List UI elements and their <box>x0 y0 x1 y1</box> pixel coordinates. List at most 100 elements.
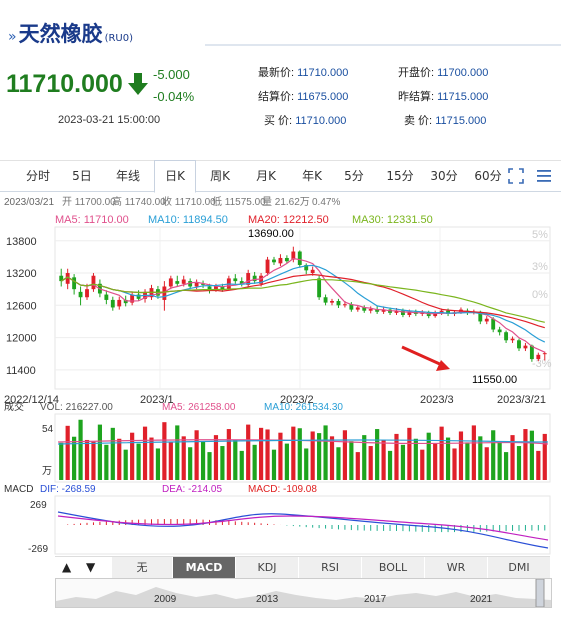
instrument-code: (RU0) <box>104 33 134 44</box>
volume-bar <box>213 435 219 480</box>
indicator-boll[interactable]: BOLL <box>361 557 424 579</box>
candle-body <box>194 282 199 287</box>
candle-body <box>536 354 541 360</box>
candle-body <box>188 281 193 287</box>
overview-year: 2009 <box>154 594 177 605</box>
tab-yearly-k[interactable]: 年K <box>302 169 322 183</box>
history-overview-slider[interactable]: 2009 2013 2017 2021 <box>55 578 552 608</box>
volume-bar <box>452 448 457 480</box>
field-bid: 买 价: 11710.000 <box>264 115 347 127</box>
pct-tick-label: 5% <box>532 229 548 241</box>
candle-body <box>181 279 186 284</box>
tab-daily-k[interactable]: 日K <box>154 160 196 193</box>
volume-bar <box>465 442 470 480</box>
candle-body <box>433 313 438 317</box>
tab-monthly-k[interactable]: 月K <box>256 169 276 183</box>
volume-bar <box>375 429 380 480</box>
tab-60min[interactable]: 60分 <box>474 169 502 183</box>
volume-bar <box>97 424 103 480</box>
tab-weekly-k[interactable]: 周K <box>210 169 230 183</box>
candle-body <box>239 281 244 284</box>
candle-body <box>401 310 405 315</box>
volume-bars <box>59 419 547 480</box>
tab-timeshare[interactable]: 分时 <box>25 169 50 183</box>
volume-bar <box>117 438 122 480</box>
indicator-wr[interactable]: WR <box>424 557 487 579</box>
pct-tick-label: -3% <box>532 358 552 370</box>
instrument-title: » 天然橡胶 (RU0) <box>8 18 133 48</box>
candle-body <box>394 310 399 313</box>
volume-bar <box>291 426 296 480</box>
volume-plot-frame <box>54 413 551 483</box>
volume-bar <box>420 449 425 480</box>
tab-30min[interactable]: 30分 <box>430 169 458 183</box>
candle-body <box>304 264 309 271</box>
candle-body <box>265 259 270 274</box>
volume-bar <box>355 452 360 480</box>
ma-legend-item: MA10: 11894.50 <box>148 214 228 226</box>
next-arrow-icon[interactable]: ▼ <box>86 560 96 574</box>
volume-bar <box>278 432 283 480</box>
tab-15min[interactable]: 15分 <box>386 169 414 183</box>
tab-5min[interactable]: 5分 <box>344 169 364 183</box>
volume-bar <box>317 433 322 480</box>
macd-histogram <box>67 519 546 533</box>
volume-bar <box>381 439 386 480</box>
info-field: 收 11710.00 <box>162 195 216 208</box>
candle-body <box>368 309 373 311</box>
tab-5day[interactable]: 5日 <box>72 169 92 183</box>
volume-bar <box>426 432 431 480</box>
volume-ma-lines <box>57 439 549 445</box>
candle-body <box>123 299 128 304</box>
main-plot-frame <box>54 226 551 390</box>
volume-bar <box>59 442 64 480</box>
volume-bar <box>72 436 77 480</box>
instrument-name: 天然橡胶 <box>18 21 103 46</box>
candle-body <box>78 291 83 298</box>
volume-bar <box>484 447 489 480</box>
volume-bar <box>433 443 438 480</box>
macd-y-bottom: -269 <box>28 544 48 555</box>
candle-body <box>214 286 218 291</box>
candle-body <box>278 257 283 264</box>
x-tick-label: 2023/1 <box>140 394 174 406</box>
overview-year: 2021 <box>470 594 493 605</box>
volume-bar <box>342 430 348 480</box>
tab-yearline[interactable]: 年线 <box>115 169 140 183</box>
volume-bar <box>329 436 335 480</box>
indicator-dmi[interactable]: DMI <box>487 557 550 579</box>
menu-icon[interactable] <box>536 168 552 184</box>
volume-bar <box>413 438 418 480</box>
y-tick-label: 13200 <box>6 268 37 280</box>
indicator-rsi[interactable]: RSI <box>298 557 361 579</box>
prev-arrow-icon[interactable]: ▲ <box>62 560 72 574</box>
volume-bar <box>162 422 167 480</box>
volume-label: 成交 <box>4 400 24 413</box>
volume-bar <box>510 435 515 480</box>
indicator-kdj[interactable]: KDJ <box>235 557 298 579</box>
volume-bar <box>175 425 180 480</box>
info-date: 2023/03/21 <box>4 197 54 208</box>
x-tick-label: 2023/3 <box>420 394 454 406</box>
candle-body <box>362 307 367 311</box>
candle-body <box>59 275 64 282</box>
y-tick-label: 11400 <box>6 365 36 377</box>
candle-body <box>529 345 534 360</box>
candle-body <box>104 294 109 300</box>
price-change-pct: -0.04% <box>153 89 195 104</box>
candle-body <box>233 278 238 282</box>
candle-body <box>375 309 380 312</box>
candle-body <box>510 338 515 341</box>
candle-body <box>446 310 450 314</box>
volume-bar <box>284 443 289 480</box>
kline-svg[interactable]: 2023/03/21 开 11700.00高 11740.00收 11710.0… <box>0 190 561 560</box>
candle-body <box>130 294 135 303</box>
candle-body <box>272 259 276 263</box>
fullscreen-icon[interactable] <box>508 168 524 184</box>
volume-bar <box>310 431 315 480</box>
volume-bar <box>445 437 451 480</box>
indicator-none[interactable]: 无 <box>111 557 172 579</box>
volume-ma5: MA5: 261258.00 <box>162 402 236 413</box>
indicator-macd[interactable]: MACD <box>172 557 235 579</box>
volume-bar <box>149 437 154 480</box>
